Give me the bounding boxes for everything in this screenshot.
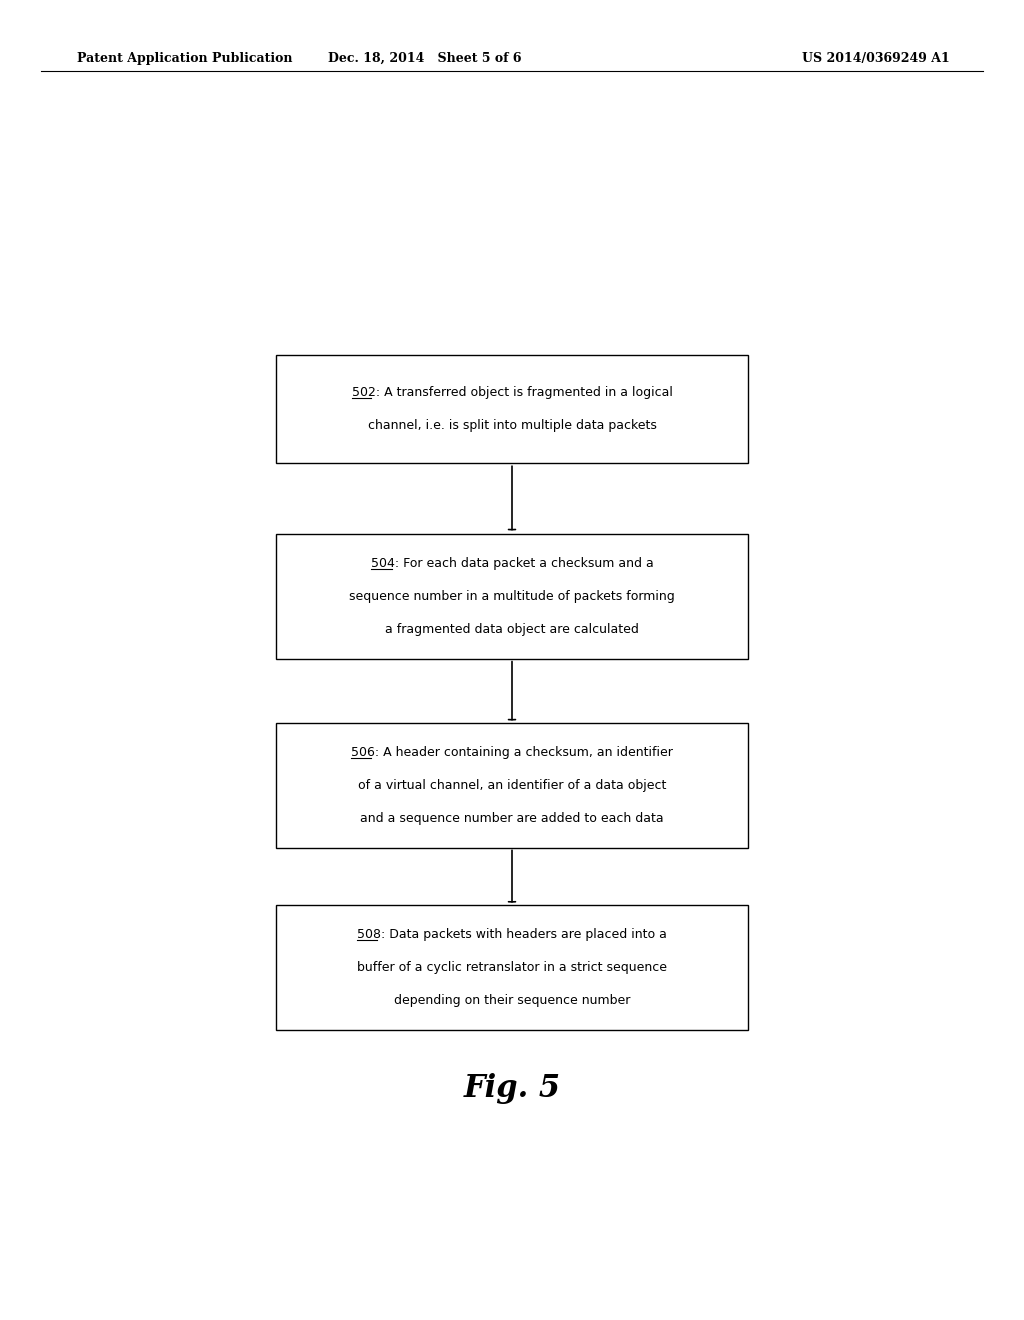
Text: Fig. 5: Fig. 5 bbox=[464, 1073, 560, 1105]
Text: 508: Data packets with headers are placed into a: 508: Data packets with headers are place… bbox=[357, 928, 667, 941]
Text: of a virtual channel, an identifier of a data object: of a virtual channel, an identifier of a… bbox=[357, 779, 667, 792]
Text: a fragmented data object are calculated: a fragmented data object are calculated bbox=[385, 623, 639, 636]
Text: 506: A header containing a checksum, an identifier: 506: A header containing a checksum, an … bbox=[351, 746, 673, 759]
Text: depending on their sequence number: depending on their sequence number bbox=[394, 994, 630, 1007]
Text: 502: A transferred object is fragmented in a logical: 502: A transferred object is fragmented … bbox=[351, 387, 673, 399]
Bar bbox=[276, 355, 748, 463]
Text: sequence number in a multitude of packets forming: sequence number in a multitude of packet… bbox=[349, 590, 675, 603]
Text: channel, i.e. is split into multiple data packets: channel, i.e. is split into multiple dat… bbox=[368, 420, 656, 432]
Text: US 2014/0369249 A1: US 2014/0369249 A1 bbox=[802, 51, 949, 65]
Bar bbox=[276, 533, 748, 659]
Text: Patent Application Publication: Patent Application Publication bbox=[77, 51, 292, 65]
Bar bbox=[276, 723, 748, 847]
Text: 504: For each data packet a checksum and a: 504: For each data packet a checksum and… bbox=[371, 557, 653, 570]
Text: Dec. 18, 2014   Sheet 5 of 6: Dec. 18, 2014 Sheet 5 of 6 bbox=[329, 51, 521, 65]
Text: and a sequence number are added to each data: and a sequence number are added to each … bbox=[360, 812, 664, 825]
Bar bbox=[276, 906, 748, 1030]
Text: buffer of a cyclic retranslator in a strict sequence: buffer of a cyclic retranslator in a str… bbox=[357, 961, 667, 974]
